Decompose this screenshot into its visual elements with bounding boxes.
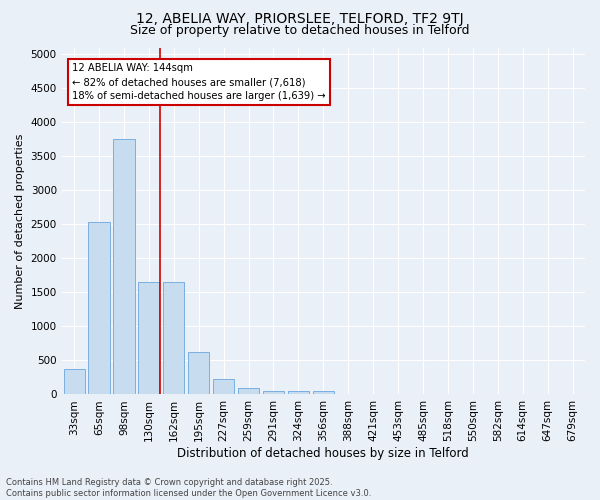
Bar [313, 390, 334, 394]
Text: 12, ABELIA WAY, PRIORSLEE, TELFORD, TF2 9TJ: 12, ABELIA WAY, PRIORSLEE, TELFORD, TF2 … [136, 12, 464, 26]
Bar [188, 352, 209, 395]
Text: Contains HM Land Registry data © Crown copyright and database right 2025.
Contai: Contains HM Land Registry data © Crown c… [6, 478, 371, 498]
Text: Size of property relative to detached houses in Telford: Size of property relative to detached ho… [130, 24, 470, 37]
Text: 12 ABELIA WAY: 144sqm
← 82% of detached houses are smaller (7,618)
18% of semi-d: 12 ABELIA WAY: 144sqm ← 82% of detached … [72, 63, 326, 101]
Y-axis label: Number of detached properties: Number of detached properties [15, 134, 25, 308]
Bar [213, 380, 234, 394]
X-axis label: Distribution of detached houses by size in Telford: Distribution of detached houses by size … [178, 447, 469, 460]
Bar [163, 282, 184, 395]
Bar [288, 390, 309, 394]
Bar [113, 138, 134, 394]
Bar [88, 222, 110, 394]
Bar [64, 370, 85, 394]
Bar [138, 282, 160, 395]
Bar [263, 390, 284, 394]
Bar [238, 388, 259, 394]
